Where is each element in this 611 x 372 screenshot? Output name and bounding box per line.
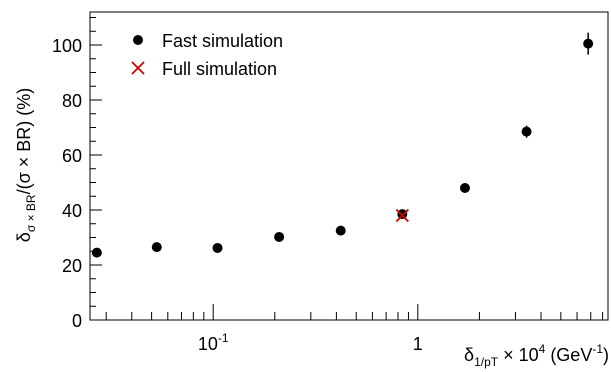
y-tick-label: 0 [72, 311, 82, 331]
y-axis: 0 20 40 60 80 100 [52, 17, 102, 331]
fast-sim-point [274, 231, 285, 242]
point-marker [274, 231, 285, 242]
x-axis-label: δ1/pT × 104 (GeV-1) [464, 342, 609, 369]
x-tick-label: 1 [413, 334, 423, 354]
full-sim-point [395, 208, 409, 223]
y-axis-label: δσ × BR/(σ × BR) (%) [14, 88, 38, 242]
point-marker [151, 242, 162, 253]
x-tick-label: 10-1 [198, 331, 229, 354]
plot-frame [89, 11, 609, 321]
point-marker [212, 242, 223, 253]
point-marker [521, 126, 532, 137]
y-tick-label: 40 [62, 201, 82, 221]
point-marker [395, 208, 409, 223]
point-marker [335, 225, 346, 236]
legend-marker-full [131, 61, 145, 75]
point-marker [397, 209, 408, 220]
legend-label-fast: Fast simulation [162, 31, 283, 51]
legend: Fast simulation Full simulation [131, 31, 283, 79]
point-marker [459, 183, 470, 193]
point-marker [583, 38, 594, 49]
fast-sim-point [459, 183, 470, 193]
fast-sim-point [521, 125, 532, 138]
fast-sim-point [212, 242, 223, 253]
legend-marker-fast [133, 35, 143, 45]
fast-sim-point [91, 247, 102, 258]
y-tick-label: 80 [62, 91, 82, 111]
y-tick-label: 60 [62, 146, 82, 166]
x-axis: 10-1 1 [105, 304, 604, 354]
y-tick-label: 20 [62, 256, 82, 276]
fast-sim-point [335, 225, 346, 236]
legend-label-full: Full simulation [162, 59, 277, 79]
fast-sim-point [151, 242, 162, 253]
data-points [91, 32, 594, 258]
fast-sim-point [397, 209, 408, 220]
y-tick-label: 100 [52, 36, 82, 56]
fast-sim-point [583, 32, 594, 55]
plot-border [89, 11, 609, 321]
point-marker [91, 247, 102, 258]
